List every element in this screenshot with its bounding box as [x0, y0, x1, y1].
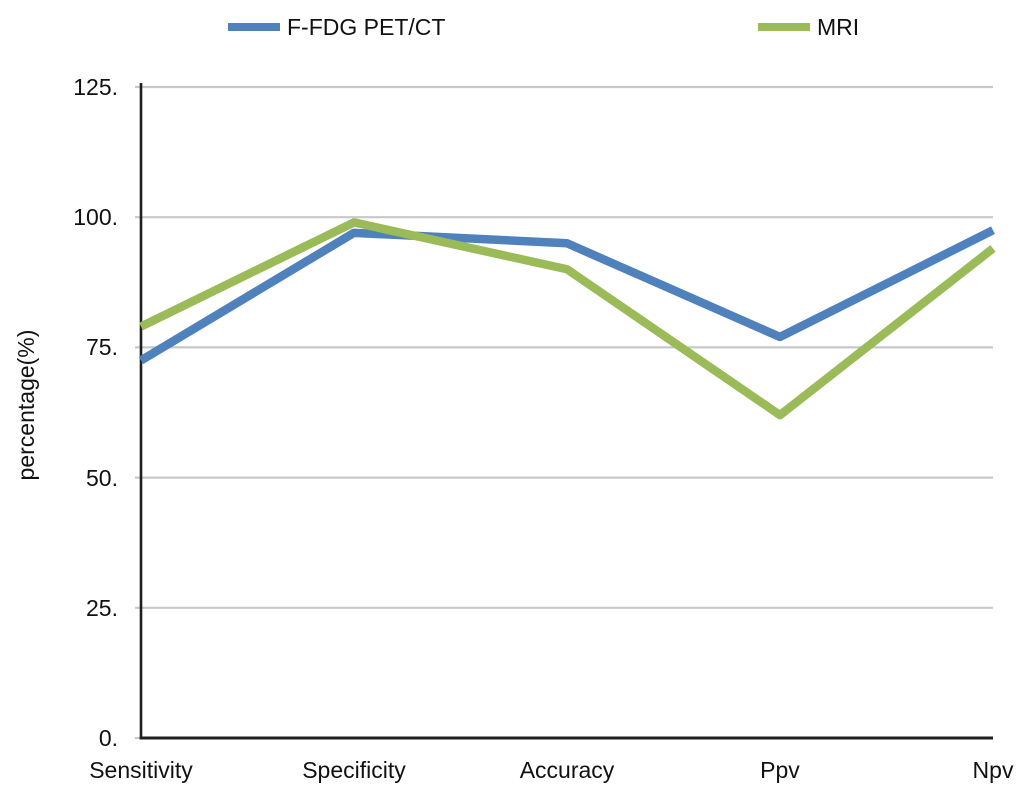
- legend-item-mri: MRI: [758, 12, 859, 42]
- series-line-mri: [139, 218, 996, 420]
- y-tick-label-125: 125.: [73, 74, 118, 100]
- y-tick-label-75: 75.: [86, 334, 118, 361]
- x-category-label-npv: Npv: [972, 757, 1014, 783]
- series-line-f-fdg-pet-ct: [138, 226, 995, 365]
- legend-swatch-fdg-petct-icon: [228, 23, 280, 31]
- legend-label-mri: MRI: [817, 13, 860, 40]
- y-tick-label-100: 100.: [73, 204, 118, 231]
- legend-item-fdg-petct: F-FDG PET/CT: [228, 12, 445, 42]
- x-category-label-specificity: Specificity: [302, 757, 406, 783]
- x-category-label-accuracy: Accuracy: [519, 757, 615, 783]
- x-category-label-ppv: Ppv: [760, 757, 800, 783]
- y-tick-label-25: 25.: [86, 594, 118, 621]
- legend-label-fdg-petct: F-FDG PET/CT: [287, 13, 446, 40]
- legend-swatch-mri-icon: [758, 23, 810, 31]
- y-tick-label-50: 50.: [86, 464, 118, 491]
- y-tick-label-0: 0.: [98, 725, 118, 751]
- x-category-label-sensitivity: Sensitivity: [89, 757, 193, 783]
